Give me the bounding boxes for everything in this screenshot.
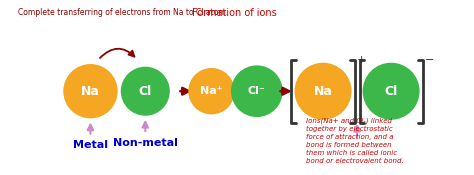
Circle shape [189, 69, 234, 114]
Text: Metal: Metal [73, 140, 108, 150]
Text: Na⁺: Na⁺ [200, 86, 223, 96]
Text: Ions(Na+ and Cl-) linked
together by electrostatic
force of attraction, and a
bo: Ions(Na+ and Cl-) linked together by ele… [306, 118, 404, 164]
Text: Cl: Cl [384, 85, 398, 98]
Circle shape [121, 67, 169, 115]
Text: Cl: Cl [139, 85, 152, 98]
Text: Non-metal: Non-metal [113, 138, 178, 148]
Text: Na: Na [314, 85, 332, 98]
Text: −: − [425, 55, 434, 65]
Text: Cl⁻: Cl⁻ [248, 86, 266, 96]
Text: Complete transferring of electrons from Na to Cl atom.: Complete transferring of electrons from … [18, 8, 228, 17]
Circle shape [295, 63, 351, 119]
Circle shape [64, 65, 117, 118]
Text: Formation of ions: Formation of ions [192, 8, 276, 18]
Text: +: + [356, 55, 366, 65]
Circle shape [363, 63, 419, 119]
Text: Na: Na [81, 85, 100, 98]
Circle shape [232, 66, 282, 116]
